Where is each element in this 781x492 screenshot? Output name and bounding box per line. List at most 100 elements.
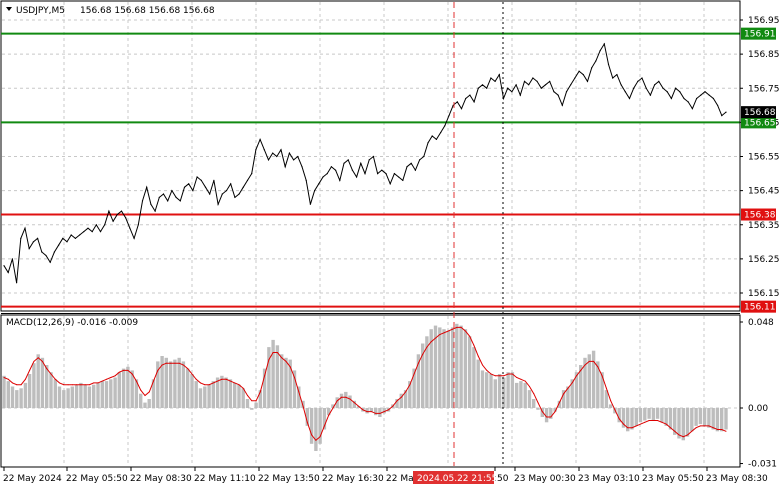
macd-signal-point — [507, 373, 509, 375]
macd-signal-point — [76, 384, 78, 386]
macd-hist-bar — [211, 381, 215, 408]
time-tick-label: 22 May 13:50 — [258, 474, 320, 484]
macd-hist-bar — [626, 408, 630, 432]
macd-hist-bar — [45, 365, 49, 408]
macd-signal-point — [435, 337, 436, 339]
price-panel[interactable]: 156.95156.85156.75156.65156.55156.45156.… — [0, 0, 780, 313]
macd-hist-bar — [608, 404, 613, 408]
macd-signal-point — [588, 360, 590, 362]
macd-signal-point — [486, 369, 488, 371]
macd-hist-bar — [489, 374, 493, 408]
macd-hist-bar — [638, 408, 643, 423]
macd-signal-point — [623, 423, 624, 425]
price-point — [398, 176, 400, 178]
macd-signal-point — [234, 382, 236, 384]
macd-signal-point — [247, 395, 248, 396]
macd-signal-point — [12, 382, 13, 384]
time-axis[interactable]: 22 May 2024 22 May 05:50 22 May 08:30 22 Ma… — [1, 466, 768, 484]
macd-hist-bar — [553, 408, 557, 412]
price-point — [162, 193, 165, 195]
macd-hist-bar — [570, 379, 574, 408]
macd-signal-point — [482, 364, 483, 366]
price-point — [192, 190, 194, 192]
level-price-tag: 156.11 — [741, 300, 776, 313]
macd-panel[interactable]: 0.048 0.00 -0.031 MACD(12,26,9) -0.016 -0.… — [0, 314, 777, 470]
time-tick-label: 22 May 08:30 — [130, 474, 192, 484]
price-point — [687, 101, 689, 103]
price-point — [288, 152, 290, 154]
price-point — [670, 97, 673, 100]
macd-signal-point — [294, 377, 295, 378]
price-point — [28, 248, 30, 250]
price-point — [322, 176, 324, 178]
macd-hist-bar — [566, 386, 570, 408]
price-point — [666, 91, 668, 93]
macd-hist-bar — [2, 375, 6, 409]
macd-hist-bar — [352, 400, 356, 408]
price-point — [263, 149, 265, 151]
macd-hist-bar — [643, 408, 647, 421]
macd-hist-bar — [220, 375, 224, 409]
macd-hist-bar — [96, 382, 100, 408]
macd-signal-point — [635, 425, 637, 427]
macd-signal-point — [272, 352, 274, 353]
price-point — [280, 149, 282, 151]
macd-signal-point — [576, 375, 577, 377]
macd-hist-bar — [134, 379, 139, 408]
price-point — [91, 231, 93, 233]
macd-signal-point — [37, 357, 39, 359]
macd-tick-label: 0.00 — [748, 404, 768, 414]
price-point — [62, 237, 64, 239]
macd-signal-point — [661, 421, 663, 423]
level-tag-bg — [741, 208, 776, 221]
macd-signal-point — [452, 328, 454, 330]
macd-hist-bar — [32, 363, 36, 408]
price-tick-label: 156.55 — [748, 153, 780, 163]
macd-signal-point — [29, 369, 31, 371]
macd-signal-point — [439, 334, 441, 335]
price-point — [108, 210, 110, 212]
macd-hist-bar — [715, 408, 720, 432]
macd-hist-bar — [450, 327, 455, 408]
price-point — [620, 84, 622, 86]
macd-hist-bar — [267, 347, 271, 408]
macd-signal-point — [537, 402, 539, 404]
macd-signal-point — [529, 386, 530, 387]
crosshair-lines — [453, 2, 504, 466]
macd-hist-bar — [493, 379, 497, 408]
macd-signal-point — [503, 375, 505, 377]
macd-signal-point — [54, 378, 56, 380]
macd-signal-point — [670, 427, 671, 429]
price-grid — [2, 2, 740, 310]
price-point — [536, 80, 538, 82]
macd-hist-bar — [15, 390, 19, 408]
price-point — [3, 265, 5, 267]
price-axis[interactable]: 156.95156.85156.75156.65156.55156.45156.… — [739, 1, 780, 311]
macd-signal-point — [358, 405, 360, 407]
macd-signal-point — [490, 373, 492, 375]
price-point — [297, 155, 299, 158]
macd-signal-point — [123, 369, 125, 371]
price-point — [179, 200, 181, 202]
macd-hist-bar — [254, 402, 258, 408]
price-point — [83, 231, 85, 233]
macd-signal-point — [71, 384, 73, 386]
macd-signal-point — [264, 375, 266, 377]
price-tick-label: 156.85 — [748, 50, 780, 60]
macd-signal-point — [148, 391, 150, 393]
macd-signal-point — [127, 369, 129, 371]
macd-signal-point — [375, 412, 377, 414]
macd-hist-bar — [203, 386, 207, 408]
macd-signal-point — [631, 427, 633, 429]
price-point — [125, 217, 127, 219]
menu-triangle-icon[interactable] — [6, 7, 12, 11]
macd-hist-bar — [621, 408, 626, 428]
macd-hist-bar — [156, 361, 160, 408]
macd-axis[interactable]: 0.048 0.00 -0.031 — [739, 315, 777, 470]
macd-signal-point — [456, 326, 458, 328]
macd-signal-point — [567, 387, 569, 389]
level-tag-label: 156.91 — [744, 30, 776, 40]
macd-signal-path — [3, 326, 727, 442]
